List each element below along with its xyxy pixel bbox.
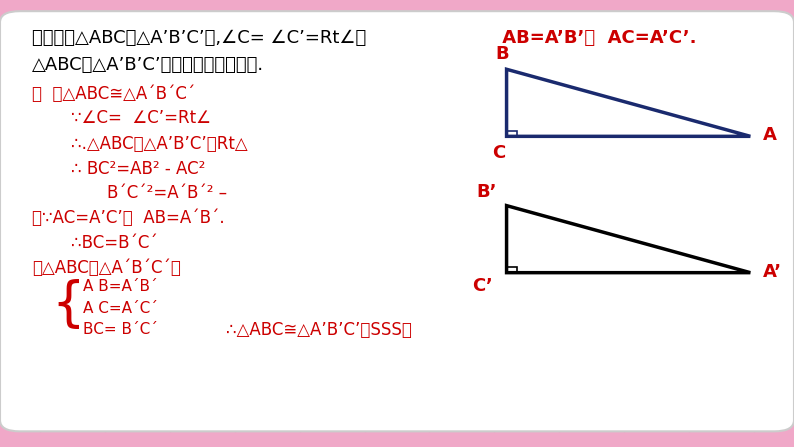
Text: {: {: [52, 279, 85, 331]
Text: AB=A’B’，  AC=A’C’.: AB=A’B’， AC=A’C’.: [496, 29, 697, 47]
Bar: [507, 267, 517, 273]
Text: 解  ：△ABC≅△A´B´C´: 解 ：△ABC≅△A´B´C´: [32, 85, 195, 103]
Text: B’: B’: [476, 183, 497, 201]
Text: △ABC和△A’B’C’全等吗？请说明理由.: △ABC和△A’B’C’全等吗？请说明理由.: [32, 56, 264, 74]
Text: 在△ABC和△A´B´C´中: 在△ABC和△A´B´C´中: [32, 259, 180, 277]
Bar: [507, 131, 517, 136]
Text: A C=A´C´: A C=A´C´: [83, 301, 158, 316]
Text: 如图，在△ABC和△A’B’C’中,∠C= ∠C’=Rt∠，: 如图，在△ABC和△A’B’C’中,∠C= ∠C’=Rt∠，: [32, 29, 366, 47]
Text: 又∵AC=A’C’，  AB=A´B´.: 又∵AC=A’C’， AB=A´B´.: [32, 209, 225, 227]
Text: ∴ BC²=AB² - AC²: ∴ BC²=AB² - AC²: [71, 160, 206, 178]
Text: BC= B´C´: BC= B´C´: [83, 322, 158, 337]
Text: ∴.△ABC和△A’B’C’为Rt△: ∴.△ABC和△A’B’C’为Rt△: [71, 135, 248, 153]
Text: B´C´²=A´B´² –: B´C´²=A´B´² –: [107, 184, 227, 202]
Text: B: B: [495, 45, 510, 63]
Text: A B=A´B´: A B=A´B´: [83, 279, 158, 295]
Text: ∴BC=B´C´: ∴BC=B´C´: [71, 234, 158, 252]
Text: ∵∠C=  ∠C’=Rt∠: ∵∠C= ∠C’=Rt∠: [71, 110, 211, 127]
Text: ∴△ABC≅△A’B’C’（SSS）: ∴△ABC≅△A’B’C’（SSS）: [226, 321, 412, 339]
Text: C’: C’: [472, 277, 493, 295]
Text: A’: A’: [763, 263, 782, 281]
Text: C: C: [492, 144, 505, 162]
Text: A: A: [763, 127, 777, 144]
FancyBboxPatch shape: [0, 11, 794, 431]
